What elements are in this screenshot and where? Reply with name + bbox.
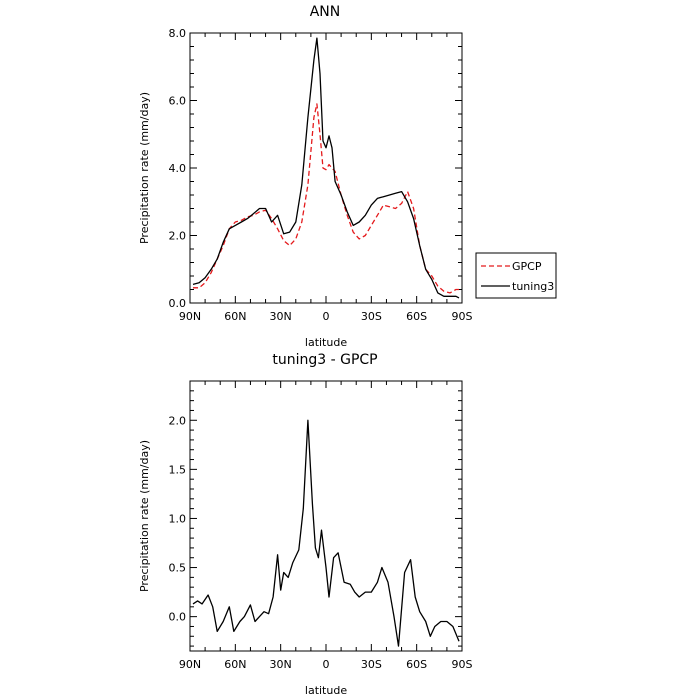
bottom-chart-ticks: 90N 60N 30N 0 30S 60S 90S 0.0 0.5 1.0 1.5 2.0 <box>169 380 473 671</box>
series-line-tuning3 <box>192 37 460 299</box>
top-chart-ylabel: Precipitation rate (mm/day) <box>138 92 151 244</box>
bottom-chart-series <box>192 419 460 647</box>
y-tick-label: 8.0 <box>169 27 187 40</box>
x-tick-label: 60S <box>406 310 427 323</box>
x-tick-label: 30N <box>270 658 292 671</box>
bottom-chart-ylabel: Precipitation rate (mm/day) <box>138 440 151 592</box>
legend: GPCP tuning3 <box>475 252 557 299</box>
x-tick-label: 90N <box>179 658 201 671</box>
bottom-chart-title: tuning3 - GPCP <box>272 352 377 368</box>
x-tick-label: 60S <box>406 658 427 671</box>
legend-label-tuning3: tuning3 <box>512 280 554 293</box>
bottom-chart-xlabel: latitude <box>305 684 347 697</box>
x-tick-label: 30S <box>361 658 382 671</box>
x-tick-label: 0 <box>323 310 330 323</box>
top-chart-series <box>192 37 460 299</box>
bottom-chart-plot-frame <box>189 380 463 652</box>
x-tick-label: 90S <box>452 658 473 671</box>
y-tick-label: 1.0 <box>169 512 187 525</box>
x-tick-label: 90N <box>179 310 201 323</box>
y-tick-label: 0.5 <box>169 562 187 575</box>
y-tick-label: 2.0 <box>169 414 187 427</box>
y-tick-label: 1.5 <box>169 463 187 476</box>
top-chart-plot-frame <box>189 32 463 304</box>
y-tick-label: 0.0 <box>169 611 187 624</box>
bottom-chart-panel: tuning3 - GPCP 90N 60N 30N 0 30S 60S 90S 0.0 0.5… <box>138 352 473 697</box>
x-tick-label: 60N <box>224 658 246 671</box>
series-line-series-0 <box>192 419 460 647</box>
top-chart-title: ANN <box>310 4 341 20</box>
y-tick-label: 2.0 <box>169 230 187 243</box>
y-tick-label: 6.0 <box>169 95 187 108</box>
top-chart-ticks: 90N 60N 30N 0 30S 60S 90S 0.0 2.0 4.0 6.0 8.0 <box>169 27 473 323</box>
x-tick-label: 60N <box>224 310 246 323</box>
x-tick-label: 30N <box>270 310 292 323</box>
x-tick-label: 90S <box>452 310 473 323</box>
x-tick-label: 0 <box>323 658 330 671</box>
series-line-gpcp <box>193 103 459 294</box>
legend-label-gpcp: GPCP <box>512 260 542 273</box>
legend-box <box>475 252 557 299</box>
top-chart-xlabel: latitude <box>305 336 347 349</box>
x-tick-label: 30S <box>361 310 382 323</box>
y-tick-label: 4.0 <box>169 162 187 175</box>
y-tick-label: 0.0 <box>169 297 187 310</box>
top-chart-panel: ANN 90N 60N 30N 0 30S 60S 90S 0.0 2.0 4.0 6.0 8.0 l… <box>138 4 473 349</box>
